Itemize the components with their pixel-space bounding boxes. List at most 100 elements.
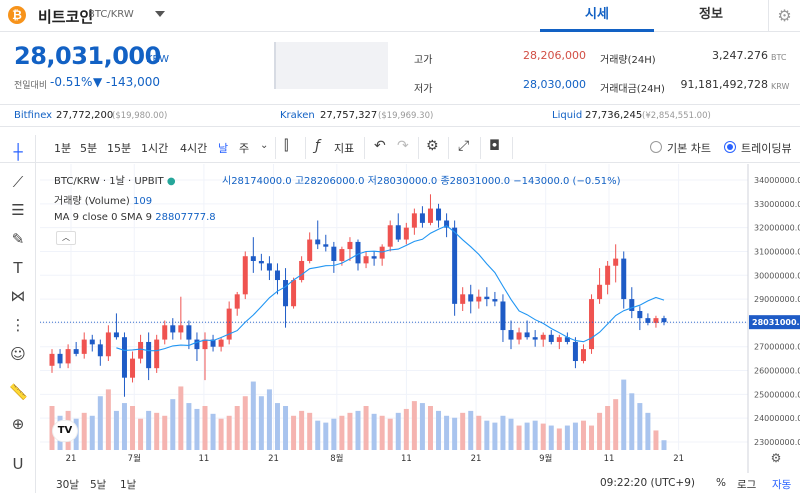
volume-bar [210,413,216,450]
candle-body [347,241,353,250]
exchange-name-kraken[interactable]: Kraken [280,110,315,121]
volume-bar [170,399,176,450]
volume-bar [146,410,152,450]
exchange-name-liquid[interactable]: Liquid [552,110,583,121]
volume-bar [89,415,95,450]
last-price-label: 28031000.0 [752,318,800,327]
y-tick-label: 33000000.0 [754,200,800,209]
candle-body [492,299,498,302]
candle-type-icon[interactable]: ⫿ [284,138,289,154]
range-1d[interactable]: 1날 [120,479,137,491]
magnet-icon[interactable]: Ս [12,455,24,473]
candle-body [411,213,417,228]
volume-bar [548,425,554,450]
range-5d[interactable]: 5날 [90,479,107,491]
zoom-icon[interactable]: ⊕ [11,415,25,433]
candle-body [274,270,280,281]
y-tick-label: 23000000.0 [754,438,800,447]
coin-name[interactable]: 비트코인 [38,8,94,26]
candle-body [130,358,136,378]
volume-bar [242,396,248,450]
volume-label: 거래량(24H) [600,55,656,66]
candle-body [57,353,63,364]
coin-dropdown-icon[interactable] [155,11,165,17]
candle-body [508,330,514,340]
emoji-icon[interactable]: ☺ [10,345,26,363]
timeframe-1h[interactable]: 1시간 [141,142,169,155]
tab-info[interactable]: 정보 [699,7,723,22]
candle-body [645,318,651,323]
redo-icon[interactable]: ↷ [397,138,409,154]
volume-bar [258,396,264,450]
undo-icon[interactable]: ↶ [374,138,386,154]
toolbar-divider [305,137,306,159]
indicator-icon[interactable]: ƒ [315,138,320,154]
volume-bar [500,415,506,450]
volume-bar [162,415,168,450]
timeframe-4h[interactable]: 4시간 [180,142,208,155]
y-tick-label: 30000000.0 [754,271,800,280]
ruler-icon[interactable]: 📏 [9,383,28,401]
settings-gear-icon[interactable]: ⚙ [768,0,800,32]
x-tick-label: 9월 [539,453,552,464]
volume-bar [202,406,208,450]
volume-bar [307,412,313,450]
current-price: 28,031,000 [14,42,161,70]
camera-icon[interactable]: ◘ [489,138,501,154]
coin-pair[interactable]: BTC/KRW [88,9,134,20]
amount-unit: KRW [771,82,790,91]
timeframe-week[interactable]: 주 [239,142,250,155]
timeframe-5m[interactable]: 5분 [80,142,98,155]
volume-bar [323,422,329,450]
x-tick-label: 21 [673,454,684,464]
low-value: 28,030,000 [523,78,586,91]
settings-gear-icon[interactable]: ⚙ [426,138,439,154]
x-tick-label: 21 [471,454,482,464]
volume-bar [452,417,458,450]
timeframe-day[interactable]: 날 [218,142,229,155]
auto-toggle[interactable]: 자동 [772,479,792,491]
y-tick-label: 31000000.0 [754,247,800,256]
percent-toggle[interactable]: % [716,477,726,489]
trend-line-icon[interactable]: ⟋ [12,173,24,191]
basic-chart-label[interactable]: 기본 차트 [667,142,711,155]
tradingview-logo-icon[interactable]: TV [52,420,78,442]
candle-body [621,258,627,300]
chevron-down-icon[interactable]: ⌄ [260,140,269,151]
x-tick-label: 7월 [128,453,141,464]
candle-body [162,325,168,340]
fib-icon[interactable]: ☰ [11,201,25,219]
volume-bar [121,403,127,450]
fullscreen-icon[interactable]: ⤢ [458,138,470,154]
volume-bar [444,415,450,450]
candle-body [540,334,546,340]
tradingview-label[interactable]: 트레이딩뷰 [741,142,792,155]
basic-chart-radio[interactable] [650,141,662,153]
tradingview-radio[interactable] [724,141,736,153]
brush-icon[interactable]: ✎ [11,230,25,248]
range-30d[interactable]: 30날 [56,479,80,491]
timeframe-1m[interactable]: 1분 [54,142,72,155]
price-unit: KRW [146,54,169,65]
exchange-usd-kraken: ($19,969.30) [378,111,434,121]
crosshair-icon[interactable]: ┼ [13,143,23,161]
indicator-button[interactable]: 지표 [334,142,355,155]
log-toggle[interactable]: 로그 [737,479,757,491]
volume-bar [564,425,570,450]
prediction-icon[interactable]: ⋮ [10,316,26,334]
candle-body [178,325,184,333]
price-chart[interactable]: 34000000.0 33000000.0 32000000.0 31000000.0… [40,164,800,473]
toolbar-divider [275,137,276,159]
y-tick-label: 25000000.0 [754,390,800,399]
status-dot: ● [166,176,176,187]
exchange-name-bitfinex[interactable]: Bitfinex [14,110,53,121]
pattern-icon[interactable]: ⋈ [10,287,26,305]
candle-body [605,265,611,285]
candle-body [468,294,474,302]
legend-collapse-button[interactable]: ︿ [56,231,76,245]
candle-body [73,349,79,354]
top-bar: ₿ 비트코인 BTC/KRW 시세 정보 ⚙ [0,0,800,32]
timeframe-15m[interactable]: 15분 [107,142,132,155]
text-icon[interactable]: T [13,259,23,277]
tab-quote[interactable]: 시세 [540,0,654,32]
